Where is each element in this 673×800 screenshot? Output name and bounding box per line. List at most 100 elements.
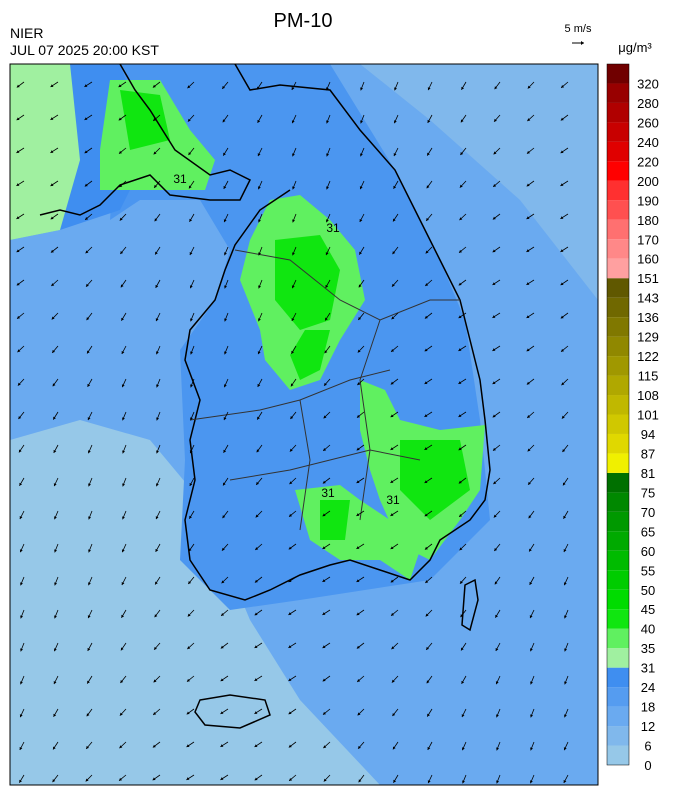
wind-arrow-head — [526, 348, 530, 352]
wind-arrow-head — [391, 679, 395, 683]
wind-arrow-head — [187, 646, 191, 650]
wind-arrow-head — [561, 84, 565, 88]
wind-arrow-head — [560, 183, 564, 186]
timestamp: JUL 07 2025 20:00 KST — [10, 42, 159, 58]
wind-arrow-head — [526, 315, 530, 318]
wind-arrow-head — [120, 647, 124, 651]
wind-arrow-head — [289, 777, 293, 781]
colorbar-label: 0 — [644, 758, 651, 773]
colorbar-label: 40 — [641, 622, 655, 637]
colorbar-label: 87 — [641, 446, 655, 461]
wind-arrow-head — [390, 546, 394, 550]
unit: μg/m³ — [618, 40, 652, 55]
wind-arrow-head — [356, 414, 360, 418]
wind-arrow-head — [189, 285, 193, 289]
wind-arrow-head — [526, 249, 530, 252]
wind-arrow-head — [492, 282, 496, 285]
wind-arrow-head — [84, 84, 88, 87]
wind-arrow-head — [426, 217, 430, 221]
wind-arrow-head — [564, 714, 567, 718]
colorbar-segment — [607, 745, 629, 765]
wind-arrow-head — [19, 779, 22, 783]
wind-arrow-head — [391, 646, 395, 650]
wind-arrow-head — [119, 745, 123, 749]
wind-arrow-head — [121, 384, 125, 388]
wind-arrow-head — [121, 350, 125, 354]
wind-arrow-head — [88, 516, 92, 520]
wind-arrow-head — [359, 186, 363, 190]
wind-arrow-head — [120, 284, 124, 288]
wind-arrow-head — [119, 217, 123, 221]
wind-arrow-head — [390, 381, 394, 385]
wind-arrow-head — [392, 746, 396, 750]
agency: NIER — [10, 25, 43, 41]
wind-arrow-head — [358, 745, 361, 749]
wind-arrow-head — [50, 249, 54, 253]
wind-arrow-head — [459, 547, 463, 551]
wind-arrow-head — [189, 252, 193, 256]
wind-arrow-head — [155, 548, 159, 552]
wind-arrow-head — [220, 678, 224, 682]
wind-arrow-head — [563, 549, 567, 553]
wind-arrow-head — [220, 744, 224, 747]
colorbar-segment — [607, 239, 629, 259]
wind-arrow-head — [359, 218, 363, 222]
wind-arrow-head — [460, 152, 464, 156]
wind-arrow-head — [358, 316, 362, 320]
wind-arrow-head — [495, 681, 499, 685]
wind-arrow-head — [323, 448, 327, 451]
wind-arrow-head — [393, 153, 397, 157]
colorbar-segment — [607, 492, 629, 512]
wind-arrow-head — [360, 153, 363, 157]
wind-arrow-head — [326, 219, 329, 223]
wind-arrow-head — [360, 87, 364, 91]
colorbar-label: 200 — [637, 174, 659, 189]
wind-arrow-head — [187, 118, 191, 122]
wind-arrow-head — [85, 216, 89, 220]
colorbar-label: 60 — [641, 544, 655, 559]
wind-arrow-head — [391, 612, 395, 616]
contour-label: 31 — [326, 221, 340, 235]
wind-arrow-head — [53, 648, 57, 652]
wind-arrow-head — [189, 482, 193, 486]
colorbar-segment — [607, 395, 629, 415]
colorbar-segment — [607, 317, 629, 337]
wind-arrow-head — [153, 151, 157, 155]
wind-arrow-head — [323, 745, 327, 749]
wind-arrow-head — [223, 219, 227, 223]
wind-arrow-head — [424, 480, 428, 483]
wind-arrow-head — [391, 283, 395, 287]
wind-arrow-head — [530, 681, 534, 685]
wind-arrow-head — [288, 546, 292, 550]
wind-arrow-head — [155, 516, 159, 520]
wind-arrow-head — [52, 383, 56, 387]
colorbar-segment — [607, 141, 629, 162]
wind-arrow-head — [220, 711, 224, 714]
wind-arrow-head — [425, 250, 429, 254]
colorbar-label: 31 — [641, 661, 655, 676]
wind-arrow-head — [20, 648, 24, 652]
wind-arrow-head — [563, 779, 567, 783]
colorbar-label: 70 — [641, 505, 655, 520]
wind-arrow-head — [224, 318, 228, 322]
wind-arrow-head — [392, 713, 396, 717]
wind-arrow-head — [221, 612, 225, 616]
wind-arrow-head — [88, 483, 91, 487]
wind-arrow-head — [16, 84, 20, 88]
wind-arrow-head — [119, 777, 123, 781]
wind-arrow-head — [563, 582, 567, 586]
wind-arrow-head — [188, 152, 192, 156]
wind-arrow-head — [458, 348, 462, 351]
wind-arrow-head — [50, 216, 54, 220]
wind-arrow-head — [459, 513, 463, 517]
wind-arrow-head — [53, 713, 57, 717]
wind-arrow-head — [255, 547, 259, 550]
wind-arrow-head — [87, 383, 91, 387]
wind-arrow-head — [190, 384, 194, 388]
wind-scale-label: 5 m/s — [565, 23, 592, 35]
wind-arrow-head — [187, 613, 191, 617]
wind-arrow-head — [154, 614, 158, 618]
wind-arrow-head — [292, 153, 295, 157]
wind-arrow-head — [358, 779, 362, 783]
wind-arrow-head — [121, 549, 125, 553]
